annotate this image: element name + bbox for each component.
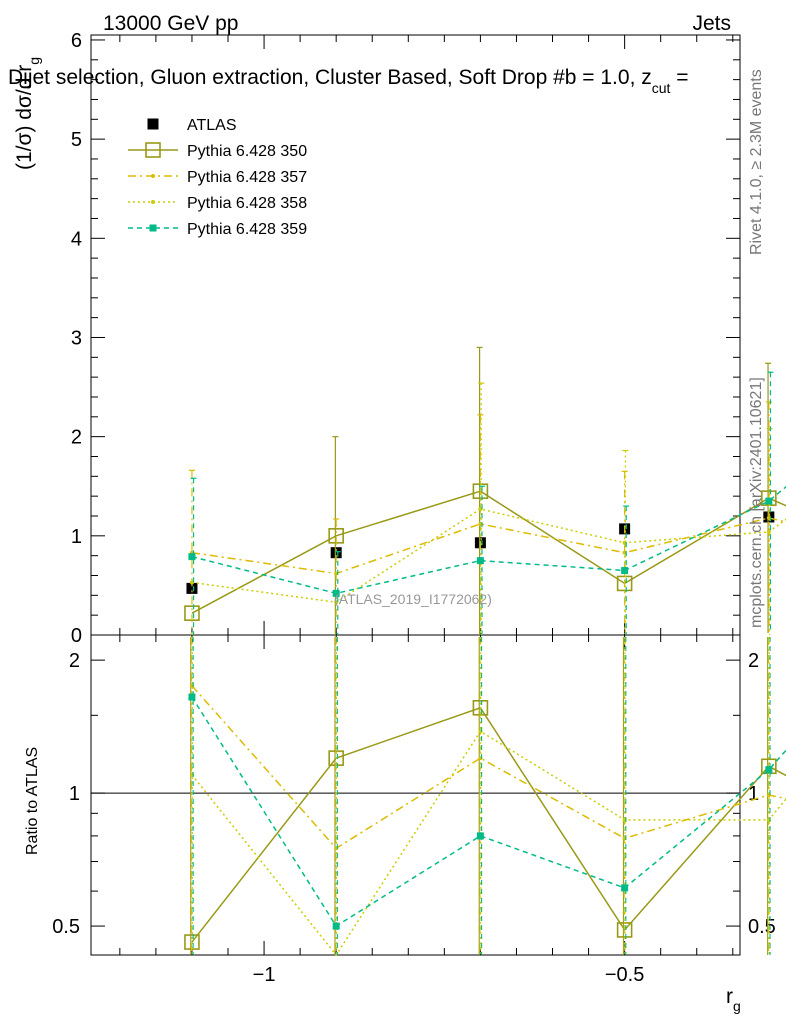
rivet-version-label: Rivet 4.1.0, ≥ 2.3M events [748, 69, 765, 255]
main-data-point [622, 540, 627, 545]
legend: ATLAS Pythia 6.428 350 Pythia 6.428 357 Pyt… [128, 117, 307, 238]
main-series-layer [184, 346, 786, 635]
ratio-y-tick-label-left: 0.5 [52, 916, 80, 938]
legend-label: Pythia 6.428 350 [187, 143, 307, 160]
legend-marker [151, 174, 155, 178]
main-data-point [472, 483, 489, 499]
header-energy-label: 13000 GeV pp [103, 12, 238, 35]
main-series-line [191, 508, 786, 604]
main-data-point [766, 529, 771, 534]
legend-marker [147, 118, 159, 130]
main-y-tick-label: 3 [71, 327, 82, 349]
ratio-y-tick-label-right: 2 [748, 650, 759, 672]
ratio-data-point [188, 693, 196, 701]
legend-item: Pythia 6.428 358 [128, 195, 307, 212]
ratio-axis-ticks: 0.5 0.5 1 1 2 2 −1 −0.5 [52, 635, 776, 986]
ratio-series-line [191, 730, 786, 957]
main-y-tick-label: 6 [71, 30, 82, 52]
main-data-point [188, 553, 196, 561]
ratio-panel-frame [90, 634, 741, 956]
legend-item: Pythia 6.428 359 [128, 221, 307, 238]
ratio-series-3 [188, 637, 786, 955]
legend-label: Pythia 6.428 358 [187, 195, 307, 212]
ratio-data-point [621, 884, 629, 892]
plot-title-main: Dijet selection, Gluon extraction, Clust… [8, 66, 652, 89]
mcplots-label: mcplots.cern.ch [arXiv:2401.10621] [748, 377, 765, 628]
ratio-y-axis-label: Ratio to ATLAS [24, 747, 41, 855]
plot-title-subscript: cut [652, 80, 671, 96]
analysis-watermark: (ATLAS_2019_I1772062) [334, 591, 492, 607]
legend-marker [149, 224, 157, 232]
main-data-point [621, 567, 629, 575]
main-data-point [330, 547, 342, 559]
legend-item: Pythia 6.428 350 [128, 142, 307, 160]
ratio-series-0 [184, 637, 786, 955]
main-y-tick-label: 4 [71, 228, 82, 250]
main-y-tick-label: 5 [71, 129, 82, 151]
main-data-point [476, 557, 484, 565]
legend-label: Pythia 6.428 359 [187, 221, 307, 238]
ratio-data-point [765, 766, 773, 774]
main-axis-ticks: 0 1 2 3 4 5 6 [71, 30, 740, 647]
main-y-tick-label: 1 [71, 526, 82, 548]
main-series-4 [188, 371, 786, 635]
main-series-0 [186, 511, 775, 594]
main-y-tick-label: 2 [71, 427, 82, 449]
legend-marker [151, 200, 155, 204]
ratio-series-1 [189, 637, 786, 955]
ratio-series-2 [189, 637, 786, 957]
main-y-axis-label-text: (1/σ) dσ/d r [13, 65, 36, 170]
main-y-axis-label: (1/σ) dσ/d rg [13, 57, 42, 170]
main-data-point [186, 582, 198, 594]
main-data-point [765, 497, 773, 505]
main-series-line [191, 490, 786, 614]
plot-title-tail: = [670, 66, 688, 89]
plot-title: Dijet selection, Gluon extraction, Clust… [8, 66, 689, 96]
main-y-axis-label-subscript: g [26, 57, 42, 65]
x-tick-label: −1 [253, 964, 276, 986]
ratio-y-tick-label-right: 1 [748, 783, 759, 805]
main-data-point [332, 589, 340, 597]
ratio-series-layer [184, 637, 786, 957]
legend-label: Pythia 6.428 357 [187, 169, 307, 186]
ratio-data-point [332, 922, 340, 930]
x-axis-label-text: r [726, 985, 733, 1008]
ratio-y-tick-label-right: 0.5 [748, 916, 776, 938]
legend-marker [145, 142, 161, 158]
main-series-3 [189, 382, 786, 635]
main-y-tick-label: 0 [71, 625, 82, 647]
x-axis-label: rg [726, 985, 741, 1014]
main-series-line [191, 517, 786, 575]
ratio-series-line [191, 685, 786, 850]
x-tick-label: −0.5 [605, 964, 644, 986]
ratio-series-line [191, 696, 786, 928]
legend-item: Pythia 6.428 357 [128, 169, 307, 186]
x-axis-label-subscript: g [733, 998, 741, 1014]
ratio-y-tick-label-left: 2 [69, 650, 80, 672]
legend-label: ATLAS [187, 117, 237, 134]
legend-item: ATLAS [147, 117, 237, 134]
ratio-y-tick-label-left: 1 [69, 783, 80, 805]
main-data-point [616, 575, 633, 592]
header-jets-label: Jets [692, 12, 731, 35]
ratio-series-line [191, 706, 786, 943]
ratio-data-point [476, 832, 484, 840]
